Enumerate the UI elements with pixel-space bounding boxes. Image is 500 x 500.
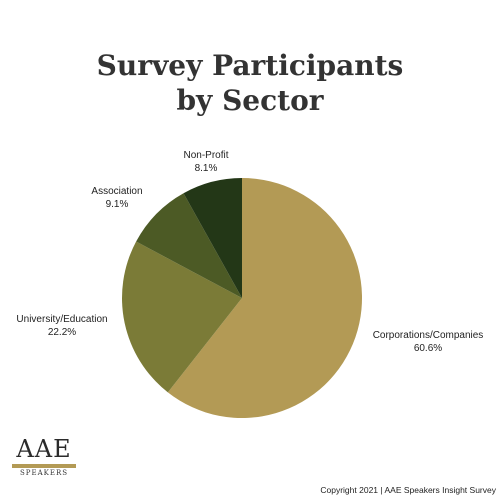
chart-title-line-2: by Sector	[176, 84, 324, 117]
pie-labels: Corporations/Companies 60.6% University/Ed…	[16, 150, 483, 354]
slice-label-university-education: University/Education	[16, 314, 107, 325]
aae-speakers-logo: AAE SPEAKERS	[12, 436, 76, 486]
pie-slice-association	[136, 193, 242, 298]
chart-title: Survey Participants by Sector	[0, 48, 500, 118]
pie-slice-university-education	[122, 241, 242, 393]
logo-subtitle: SPEAKERS	[19, 469, 69, 477]
slice-value-association: 9.1%	[106, 199, 129, 210]
pie-slice-corporations-companies	[167, 178, 363, 418]
slice-value-non-profit: 8.1%	[195, 163, 218, 174]
slice-label-non-profit: Non-Profit	[183, 150, 228, 161]
pie-slice-non-profit	[183, 178, 242, 298]
chart-title-line-1: Survey Participants	[96, 49, 404, 82]
logo-underline	[12, 464, 76, 468]
slice-value-corporations-companies: 60.6%	[414, 343, 442, 354]
pie-slices	[122, 178, 363, 418]
slice-label-corporations-companies: Corporations/Companies	[373, 330, 484, 341]
slice-label-association: Association	[91, 186, 142, 197]
logo-wordmark: AAE	[16, 435, 72, 463]
slice-value-university-education: 22.2%	[48, 327, 76, 338]
copyright-footer: Copyright 2021 | AAE Speakers Insight Su…	[320, 485, 496, 495]
